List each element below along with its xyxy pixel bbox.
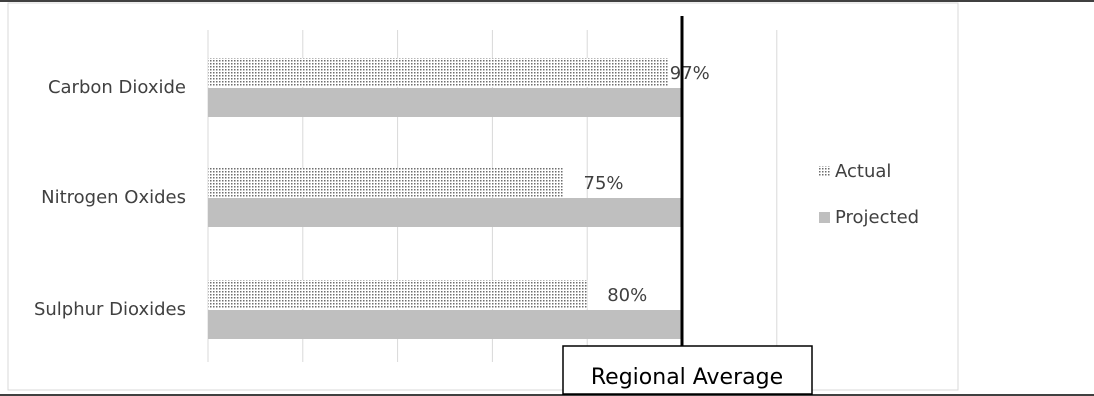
bar-actual [208,168,564,197]
legend: Actual Projected [819,161,919,228]
reference-line-group: Regional Average [562,16,813,395]
legend-swatch-projected [819,212,830,223]
bar-projected [208,198,682,227]
reference-label-box [562,345,813,395]
legend-swatch-actual [819,166,830,177]
bar-actual [208,280,588,309]
plot-border [7,2,959,391]
data-label: 97% [670,63,710,84]
bar-projected [208,88,682,117]
data-label: 75% [584,173,624,194]
bars [208,58,682,339]
bar-actual [208,58,668,87]
bar-projected [208,310,682,339]
data-label: 80% [607,285,647,306]
category-label: Carbon Dioxide [48,77,186,98]
category-labels: Carbon Dioxide Nitrogen Oxides Sulphur Dio… [34,77,186,320]
legend-label-actual: Actual [835,161,891,182]
legend-label-projected: Projected [835,207,919,228]
category-label: Sulphur Dioxides [34,299,186,320]
category-label: Nitrogen Oxides [41,187,186,208]
data-labels: 97% 75% 80% [584,63,710,306]
reference-label: Regional Average [591,365,783,390]
